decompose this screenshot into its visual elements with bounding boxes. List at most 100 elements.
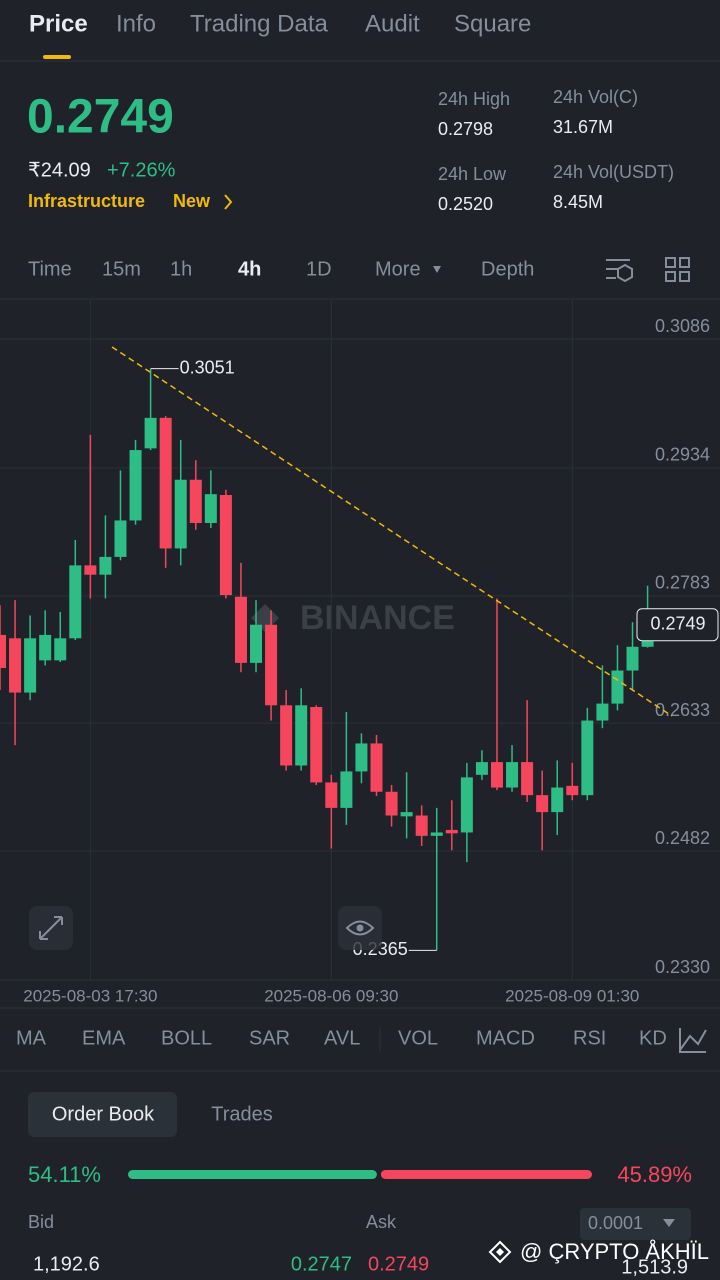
stat-label: 24h Vol(C) xyxy=(553,87,638,107)
timeframe[interactable]: Depth xyxy=(481,258,534,280)
timeframe[interactable]: More xyxy=(375,258,421,280)
candle-body xyxy=(355,743,368,772)
indicator[interactable]: EMA xyxy=(82,1027,126,1049)
x-tick-label: 2025-08-09 01:30 xyxy=(505,986,639,1005)
candle-body xyxy=(325,782,338,808)
nav-tab[interactable]: Square xyxy=(454,10,531,37)
trades-tab[interactable]: Trades xyxy=(211,1103,273,1125)
visibility-button[interactable] xyxy=(338,906,382,950)
candle-body xyxy=(144,417,157,449)
indicator[interactable]: SAR xyxy=(249,1027,290,1049)
candle-body xyxy=(430,832,443,836)
timeframe[interactable]: Time xyxy=(28,258,72,280)
settings-icon[interactable] xyxy=(606,259,633,283)
dropdown-icon xyxy=(433,266,441,273)
last-price: 0.2749 xyxy=(27,91,174,144)
y-tick-label: 0.2482 xyxy=(655,828,710,848)
nav-tab[interactable]: Price xyxy=(29,10,88,37)
chart-watermark: BINANCE xyxy=(300,599,455,637)
x-tick-label: 2025-08-03 17:30 xyxy=(23,986,157,1005)
candle-body xyxy=(69,565,82,639)
candle-body xyxy=(445,829,458,834)
precision-box[interactable] xyxy=(580,1208,691,1240)
indicator[interactable]: RSI xyxy=(573,1027,606,1049)
stat-label: 24h Low xyxy=(438,164,507,184)
stat-label: 24h Vol(USDT) xyxy=(553,162,674,182)
candle-body xyxy=(626,646,639,671)
candle-body xyxy=(234,596,247,663)
timeframe[interactable]: 1h xyxy=(170,258,192,280)
indicator[interactable]: MACD xyxy=(476,1027,535,1049)
sell-ratio-bar xyxy=(380,1170,592,1179)
buy-percent: 54.11% xyxy=(28,1162,101,1187)
candle-body xyxy=(24,638,37,693)
nav-tab[interactable]: Audit xyxy=(365,10,420,37)
y-tick-label: 0.3086 xyxy=(655,316,710,336)
candle-body xyxy=(174,479,187,549)
candle-body xyxy=(536,795,549,813)
candle-body xyxy=(581,720,594,796)
timeframe[interactable]: 15m xyxy=(102,258,141,280)
bid-amount: 1,192.6 xyxy=(33,1253,100,1275)
chart-style-icon[interactable] xyxy=(679,1028,707,1053)
y-tick-label: 0.2783 xyxy=(655,573,710,593)
fiat-price: ₹24.09 xyxy=(28,159,91,181)
candle-body xyxy=(611,670,624,704)
indicator[interactable]: AVL xyxy=(324,1027,360,1049)
candle-body xyxy=(9,638,22,693)
stat-value: 8.45M xyxy=(553,192,603,212)
sell-percent: 45.89% xyxy=(617,1162,692,1187)
candle-body xyxy=(99,556,112,575)
dropdown-icon xyxy=(663,1219,675,1227)
candle-body xyxy=(114,520,127,557)
candle-body xyxy=(219,495,232,596)
candle-body xyxy=(265,624,278,706)
expand-button[interactable] xyxy=(29,906,73,950)
order-book-tab[interactable]: Order Book xyxy=(52,1103,155,1125)
candle-body xyxy=(159,417,172,549)
candle-body xyxy=(204,494,217,523)
candle-body xyxy=(475,762,488,775)
y-tick-label: 0.2330 xyxy=(655,957,710,977)
candle-body xyxy=(250,624,263,663)
tag[interactable]: Infrastructure xyxy=(28,191,145,211)
stat-value: 0.2798 xyxy=(438,119,493,139)
last-price-box xyxy=(636,608,719,642)
ask-header: Ask xyxy=(366,1212,397,1232)
candle-body xyxy=(370,743,383,792)
chevron-icon xyxy=(224,194,233,210)
watermark-logo xyxy=(488,1240,512,1264)
candle-body xyxy=(54,638,67,661)
candle-body xyxy=(295,705,308,766)
layout-icon[interactable] xyxy=(665,257,690,282)
max-label: 0.3051 xyxy=(180,357,235,377)
y-tick-label: 0.2934 xyxy=(655,445,710,465)
nav-tab[interactable]: Info xyxy=(116,10,156,37)
candle-body xyxy=(84,565,97,575)
active-tab-bg xyxy=(28,1092,177,1137)
stat-label: 24h High xyxy=(438,89,510,109)
nav-tab[interactable]: Trading Data xyxy=(190,10,329,37)
timeframe[interactable]: 4h xyxy=(238,258,261,280)
indicator[interactable]: MA xyxy=(16,1027,47,1049)
y-tick-label: 0.2633 xyxy=(655,700,710,720)
candle-body xyxy=(39,634,52,661)
candle-body xyxy=(310,706,323,783)
tag[interactable]: New xyxy=(173,191,211,211)
ask-price: 0.2749 xyxy=(368,1253,429,1275)
candle-body xyxy=(521,762,534,796)
candle-body xyxy=(566,785,579,796)
indicator[interactable]: BOLL xyxy=(161,1027,212,1049)
timeframe[interactable]: 1D xyxy=(306,258,332,280)
ask-amount: 1,513.9 xyxy=(621,1256,688,1278)
candle-body xyxy=(415,815,428,836)
precision[interactable]: 0.0001 xyxy=(588,1213,643,1233)
candle-body xyxy=(385,791,398,816)
indicator[interactable]: KD xyxy=(639,1027,667,1049)
indicator[interactable]: VOL xyxy=(398,1027,438,1049)
candle-body xyxy=(506,762,519,788)
buy-ratio-bar xyxy=(128,1170,377,1179)
